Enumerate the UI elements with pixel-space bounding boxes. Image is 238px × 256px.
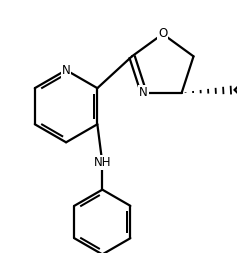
Text: N: N [62, 63, 70, 77]
Text: NH: NH [94, 156, 111, 169]
Text: O: O [158, 27, 167, 40]
Text: N: N [139, 86, 148, 99]
